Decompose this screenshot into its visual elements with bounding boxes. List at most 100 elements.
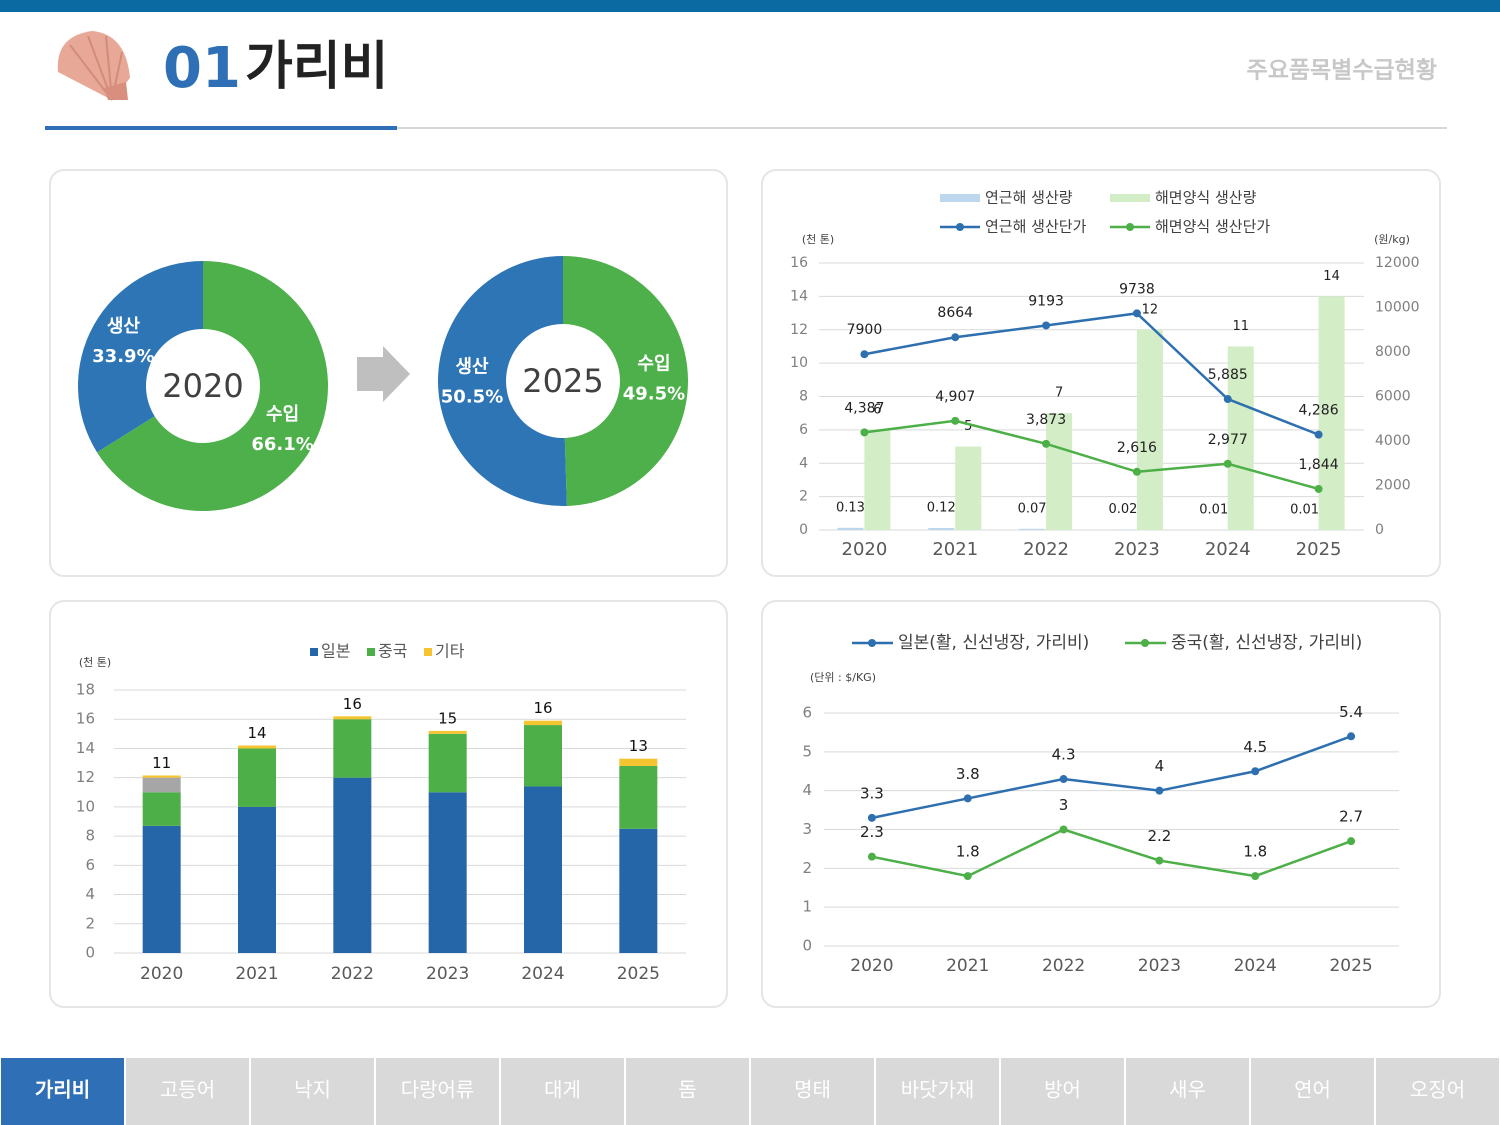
donut-slice bbox=[97, 261, 328, 512]
total-label: 15 bbox=[438, 709, 457, 727]
data-label: 4,907 bbox=[935, 389, 975, 405]
page-subtitle: 주요품목별수급현황 bbox=[1247, 58, 1437, 84]
y2-axis-title: (원/kg) bbox=[1374, 233, 1410, 246]
y-tick-label: 8 bbox=[799, 389, 808, 405]
bar-label: 11 bbox=[1232, 319, 1249, 334]
tab[interactable] bbox=[626, 1058, 749, 1125]
point bbox=[1347, 837, 1356, 846]
bar bbox=[1136, 329, 1163, 530]
legend-label: 해면양식 생산량 bbox=[1155, 189, 1257, 207]
tab[interactable] bbox=[376, 1058, 499, 1125]
data-label: 8664 bbox=[937, 305, 973, 321]
point bbox=[1042, 439, 1051, 448]
y-tick-label: 4 bbox=[802, 781, 812, 799]
x-tick-label: 2020 bbox=[842, 539, 888, 560]
legend-label: 중국(활, 신선냉장, 가리비) bbox=[1171, 633, 1362, 653]
tab[interactable] bbox=[501, 1058, 624, 1125]
x-tick-label: 2024 bbox=[1205, 539, 1251, 560]
tab-label[interactable]: 돔 bbox=[678, 1078, 696, 1102]
data-label: 5,885 bbox=[1208, 367, 1248, 383]
data-label: 7900 bbox=[847, 322, 883, 338]
bar-segment bbox=[619, 758, 658, 766]
bar-label: 14 bbox=[1323, 269, 1340, 284]
y-tick-label: 14 bbox=[76, 739, 95, 757]
tab[interactable] bbox=[1, 1058, 124, 1125]
legend-label: 연근해 생산단가 bbox=[985, 218, 1087, 236]
bar-segment bbox=[524, 725, 562, 787]
line bbox=[871, 828, 1352, 878]
tab-label[interactable]: 낙지 bbox=[294, 1078, 331, 1102]
data-label: 4.3 bbox=[1052, 746, 1076, 764]
legend-swatch bbox=[868, 639, 876, 647]
tab[interactable] bbox=[1126, 1058, 1249, 1125]
tab-label[interactable]: 대게 bbox=[544, 1078, 581, 1102]
point bbox=[1251, 872, 1260, 881]
tab-label[interactable]: 오징어 bbox=[1410, 1078, 1465, 1102]
slice-value: 49.5% bbox=[623, 384, 685, 405]
line bbox=[871, 735, 1352, 820]
tab-label[interactable]: 연어 bbox=[1294, 1078, 1331, 1102]
line bbox=[864, 419, 1319, 491]
tab[interactable] bbox=[751, 1058, 874, 1125]
point bbox=[1132, 467, 1141, 476]
data-label: 9738 bbox=[1119, 281, 1155, 297]
x-tick-label: 2023 bbox=[1138, 956, 1181, 976]
bar-label: 12 bbox=[1142, 302, 1159, 317]
slice-category: 생산 bbox=[455, 356, 489, 377]
data-label: 2.3 bbox=[860, 823, 884, 841]
data-label: 4.5 bbox=[1243, 738, 1267, 756]
bar-label: 0.12 bbox=[927, 500, 956, 515]
y-axis-title: (천 톤) bbox=[79, 655, 111, 669]
tab[interactable] bbox=[126, 1058, 249, 1125]
tab[interactable] bbox=[876, 1058, 999, 1125]
point bbox=[1059, 825, 1068, 834]
tab[interactable] bbox=[1001, 1058, 1124, 1125]
tab-label[interactable]: 가리비 bbox=[35, 1078, 90, 1102]
donut-slice bbox=[563, 256, 689, 506]
donut-slice bbox=[438, 256, 567, 506]
legend-swatch bbox=[1126, 223, 1134, 231]
tab-label[interactable]: 명태 bbox=[794, 1078, 831, 1102]
point bbox=[1155, 856, 1164, 865]
x-tick-label: 2025 bbox=[1296, 539, 1342, 560]
y-tick-label: 16 bbox=[790, 255, 808, 271]
x-tick-label: 2024 bbox=[521, 964, 564, 984]
point bbox=[1223, 459, 1232, 468]
tab-label[interactable]: 고등어 bbox=[160, 1078, 215, 1102]
tab-label[interactable]: 방어 bbox=[1044, 1078, 1081, 1102]
section-number: 01 bbox=[163, 36, 241, 101]
y-tick-label: 12000 bbox=[1375, 255, 1420, 271]
y-tick-label: 10000 bbox=[1375, 300, 1420, 316]
tab[interactable] bbox=[1251, 1058, 1374, 1125]
bar-label: 7 bbox=[1055, 386, 1063, 401]
data-label: 5.4 bbox=[1339, 703, 1363, 721]
y-tick-label: 6 bbox=[802, 704, 812, 722]
data-label: 4 bbox=[1155, 757, 1165, 775]
point bbox=[1314, 484, 1323, 493]
data-label: 3.8 bbox=[956, 765, 980, 783]
total-label: 11 bbox=[152, 754, 171, 772]
x-tick-label: 2022 bbox=[1023, 539, 1069, 560]
y-tick-label: 6 bbox=[799, 422, 808, 438]
x-tick-label: 2020 bbox=[140, 964, 183, 984]
legend-swatch bbox=[1110, 194, 1150, 202]
point bbox=[1347, 732, 1356, 741]
tab-label[interactable]: 다랑어류 bbox=[401, 1078, 475, 1102]
tab-label[interactable]: 바닷가재 bbox=[901, 1078, 975, 1102]
total-label: 16 bbox=[533, 699, 552, 717]
bar-label: 0.02 bbox=[1108, 502, 1137, 517]
x-tick-label: 2023 bbox=[426, 964, 469, 984]
bar-label: 0.13 bbox=[836, 500, 865, 515]
y-tick-label: 16 bbox=[76, 710, 95, 728]
bar-segment bbox=[142, 792, 181, 826]
tab[interactable] bbox=[251, 1058, 374, 1125]
tab-label[interactable]: 새우 bbox=[1169, 1078, 1206, 1102]
data-label: 2,977 bbox=[1208, 432, 1248, 448]
bar-label: 5 bbox=[964, 419, 972, 434]
tab[interactable] bbox=[1376, 1058, 1499, 1125]
slice-value: 50.5% bbox=[441, 386, 503, 407]
bar-segment bbox=[333, 777, 372, 953]
data-label: 4,387 bbox=[844, 400, 884, 416]
point bbox=[1042, 321, 1051, 330]
y-tick-label: 4 bbox=[85, 885, 95, 903]
